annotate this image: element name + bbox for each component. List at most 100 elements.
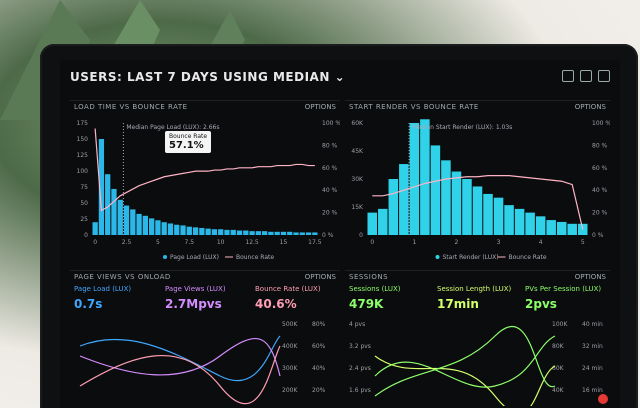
bar: [472, 186, 483, 235]
bar: [504, 205, 514, 235]
bounce-line: [94, 128, 315, 212]
panel-load-vs-bounce: LOAD TIME VS BOUNCE RATE OPTIONS 0 25 50 75…: [70, 100, 340, 266]
y-tick-right2: 40 min: [582, 321, 603, 328]
y-tick-left: 125: [77, 152, 89, 159]
x-tick: 2: [455, 239, 459, 246]
y-tick-right: 60 %: [592, 165, 608, 172]
bar: [280, 231, 287, 235]
tooltip-value: 57.1%: [169, 140, 204, 151]
y-tick-left: 4 pvs: [349, 321, 365, 328]
bar: [167, 223, 174, 235]
bar: [420, 119, 430, 235]
bar: [243, 230, 249, 235]
bar: [155, 220, 161, 235]
bar: [205, 228, 211, 235]
y-tick-right: 100 %: [592, 120, 610, 127]
legend-label: Bounce Rate: [509, 254, 547, 261]
panel-options[interactable]: OPTIONS: [304, 273, 336, 281]
legend-label: Bounce Rate: [236, 254, 274, 261]
bar: [130, 209, 136, 235]
kpi-label: Sessions (LUX): [349, 285, 401, 293]
bar: [430, 145, 441, 235]
series-line: [79, 338, 281, 377]
bar: [136, 213, 142, 235]
dashboard-header[interactable]: USERS: LAST 7 DAYS USING MEDIAN ⌄: [70, 70, 345, 84]
y-tick-right: 40 %: [322, 187, 338, 194]
bar: [305, 232, 312, 235]
panel-start-render: START RENDER VS BOUNCE RATE OPTIONS 0 15K…: [345, 100, 610, 266]
x-tick: 5: [156, 239, 160, 246]
y-tick-right: 0 %: [592, 232, 604, 239]
legend-label: Page Load (LUX): [170, 254, 219, 261]
bar: [546, 220, 556, 235]
notification-badge[interactable]: [598, 394, 608, 404]
header-icons[interactable]: [562, 70, 610, 82]
y-tick-left: 175: [77, 120, 89, 127]
panel-options[interactable]: OPTIONS: [574, 273, 606, 281]
export-icon[interactable]: [580, 70, 592, 82]
legend-swatch: [435, 255, 440, 259]
bar: [388, 179, 399, 235]
bar: [483, 193, 493, 235]
x-tick: 10: [217, 239, 225, 246]
help-icon[interactable]: [598, 70, 610, 82]
bar: [186, 226, 192, 235]
y-tick-right: 40K: [552, 387, 565, 394]
bar: [525, 212, 535, 235]
y-tick-left: 2.4 pvs: [349, 365, 371, 372]
y-tick-right: 400K: [282, 343, 298, 350]
x-tick: 15: [280, 239, 288, 246]
header-range: LAST 7 DAYS: [126, 70, 219, 84]
kpi-value: 479K: [349, 297, 384, 311]
y-tick-left: 60K: [351, 120, 364, 127]
bar: [262, 231, 268, 235]
y-tick-right2: 20%: [312, 387, 326, 394]
x-tick: 12.5: [245, 239, 259, 246]
bar: [161, 222, 167, 235]
bar: [92, 222, 98, 235]
dashboard-screen: USERS: LAST 7 DAYS USING MEDIAN ⌄ LOAD T…: [60, 60, 620, 408]
bar: [230, 229, 236, 235]
y-tick-right: 80K: [552, 343, 565, 350]
y-tick-left: 25: [80, 216, 88, 223]
y-tick-right: 80 %: [322, 142, 338, 149]
panel-title: START RENDER VS BOUNCE RATE: [349, 103, 479, 111]
median-label: Median Start Render (LUX): 1.03s: [412, 124, 512, 131]
x-tick: 0: [93, 239, 97, 246]
header-using: USING: [223, 70, 269, 84]
panel-options[interactable]: OPTIONS: [304, 103, 336, 111]
panel-sessions: SESSIONS OPTIONS Sessions (LUX) 479K Ses…: [345, 270, 610, 406]
y-tick-right: 40 %: [592, 187, 608, 194]
y-tick-right: 20 %: [322, 210, 338, 217]
x-tick: 2.5: [122, 239, 132, 246]
bar: [378, 208, 388, 235]
y-tick-left: 3.2 pvs: [349, 343, 371, 350]
bar: [149, 218, 155, 235]
panel-title: LOAD TIME VS BOUNCE RATE: [74, 103, 188, 111]
median-label: Median Page Load (LUX): 2.66s: [126, 124, 219, 131]
tooltip-label: Bounce Rate: [169, 133, 208, 140]
bar: [268, 231, 274, 235]
bar: [462, 179, 472, 235]
kpi-label: Page Views (LUX): [165, 285, 226, 293]
monitor-icon[interactable]: [562, 70, 574, 82]
kpi-value: 2.7Mpvs: [165, 297, 222, 311]
bar: [514, 208, 525, 235]
header-prefix: USERS:: [70, 70, 123, 84]
y-tick-right: 80 %: [592, 142, 608, 149]
y-tick-right: 0 %: [322, 232, 334, 239]
sessions-chart: 4 pvs 3.2 pvs 2.4 pvs 1.6 pvs 100K 80K 60K 40K 4…: [349, 321, 603, 406]
bar: [409, 123, 420, 235]
bar: [218, 229, 224, 235]
y-tick-right2: 32 min: [582, 343, 603, 350]
bar: [117, 199, 123, 235]
panel-options[interactable]: OPTIONS: [574, 103, 606, 111]
kpi-label: Bounce Rate (LUX): [255, 285, 321, 293]
kpi-value: 0.7s: [74, 297, 103, 311]
bar: [255, 231, 261, 235]
bar: [299, 232, 305, 235]
chevron-down-icon[interactable]: ⌄: [334, 70, 346, 84]
bar: [111, 188, 117, 235]
